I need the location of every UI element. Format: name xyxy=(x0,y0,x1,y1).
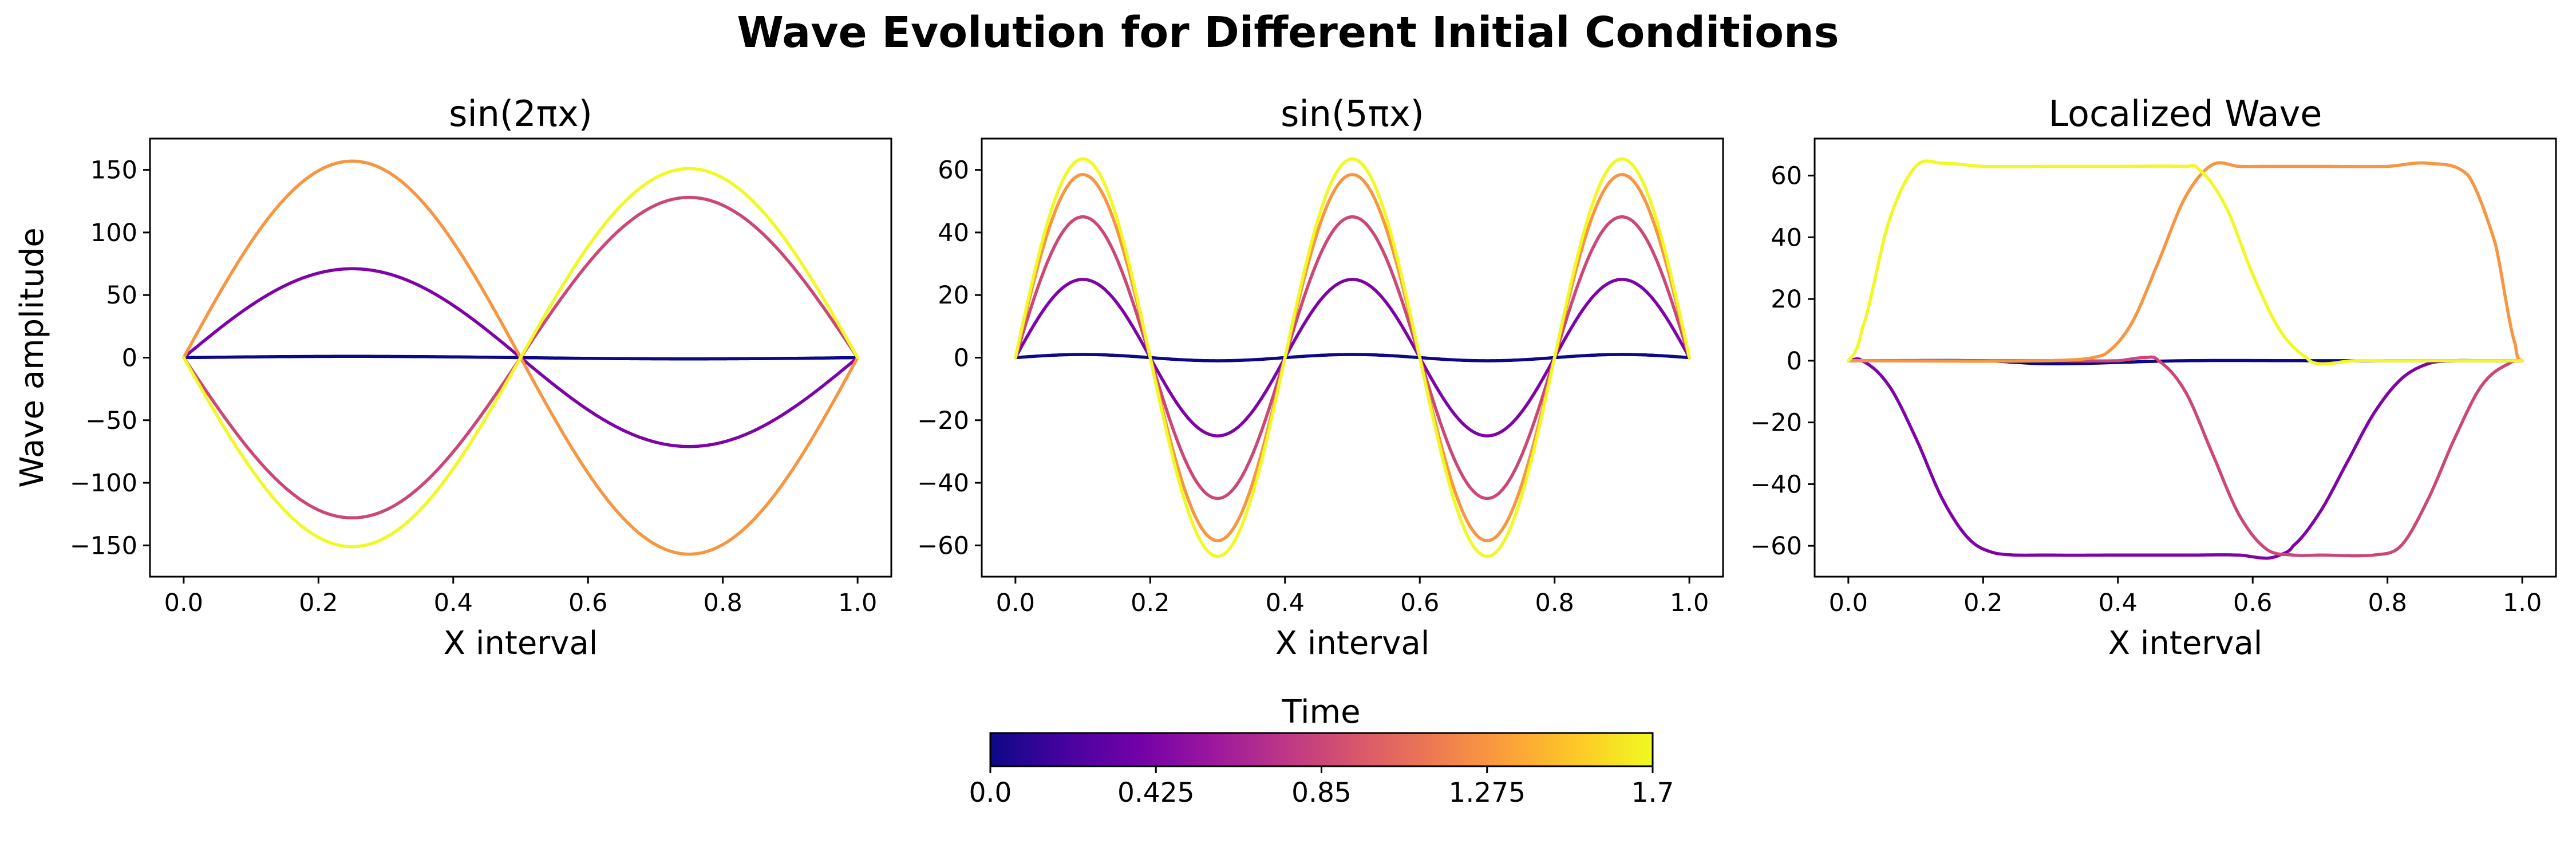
subplot-title: Localized Wave xyxy=(2049,93,2322,135)
x-tick-label: 0.8 xyxy=(2368,589,2407,617)
y-tick-label: 0 xyxy=(1787,347,1802,376)
x-axis-label: X interval xyxy=(1275,625,1430,662)
y-tick-label: −60 xyxy=(1750,532,1802,561)
x-axis-label: X interval xyxy=(444,625,598,662)
y-axis: −150 −100 −50 0 50 100 150 Wave amplitude xyxy=(14,156,150,560)
x-tick-label: 0.4 xyxy=(2099,589,2138,617)
y-tick-label: 0 xyxy=(122,344,137,373)
series-line-t0.85 xyxy=(1014,215,1691,501)
x-tick-label: 0.4 xyxy=(434,589,473,617)
y-axis: −60 −40 −20 0 20 40 60 xyxy=(917,156,982,560)
figure-title: Wave Evolution for Different Initial Con… xyxy=(737,8,1839,57)
series-group xyxy=(1847,159,2524,560)
series-line-t1.7 xyxy=(182,167,859,549)
y-tick-label: −60 xyxy=(917,531,969,560)
colorbar-tick-label: 0.0 xyxy=(969,777,1012,809)
y-tick-label: −20 xyxy=(917,407,969,435)
colorbar-tick-label: 1.275 xyxy=(1448,777,1526,809)
series-group xyxy=(1014,157,1691,558)
colorbar: Time 0.0 0.425 0.85 1.275 1.7 xyxy=(969,693,1674,809)
y-tick-label: −40 xyxy=(1750,470,1802,499)
x-tick-label: 0.0 xyxy=(1829,589,1868,617)
x-tick-label: 0.4 xyxy=(1266,589,1305,617)
y-tick-label: 40 xyxy=(1771,223,1802,252)
x-axis: 0.0 0.2 0.4 0.6 0.8 1.0 X interval xyxy=(164,577,877,662)
y-tick-label: −150 xyxy=(70,531,137,560)
y-tick-label: 20 xyxy=(938,281,969,310)
series-line-t0 xyxy=(1014,353,1691,362)
subplot-title: sin(2πx) xyxy=(449,93,592,135)
colorbar-gradient xyxy=(989,732,1654,767)
series-line-t0.85 xyxy=(1847,355,2524,558)
x-tick-label: 0.2 xyxy=(1131,589,1170,617)
plot-frame xyxy=(1814,137,2557,578)
series-line-t1.7 xyxy=(1014,157,1691,558)
x-tick-label: 0.8 xyxy=(703,589,742,617)
y-tick-label: 100 xyxy=(90,219,137,247)
subplot-title: sin(5πx) xyxy=(1281,93,1424,135)
x-axis: 0.0 0.2 0.4 0.6 0.8 1.0 X interval xyxy=(996,577,1709,662)
y-tick-label: 0 xyxy=(954,344,969,373)
y-tick-label: −100 xyxy=(70,469,137,498)
y-tick-label: −40 xyxy=(917,469,969,498)
colorbar-label: Time xyxy=(1281,693,1360,731)
x-tick-label: 1.0 xyxy=(2503,589,2542,617)
x-tick-label: 0.6 xyxy=(1400,589,1439,617)
x-tick-label: 0.6 xyxy=(568,589,607,617)
colorbar-tick-label: 0.85 xyxy=(1291,777,1352,809)
x-axis-label: X interval xyxy=(2108,625,2263,662)
y-tick-label: 60 xyxy=(938,156,969,185)
subplot-3: Localized Wave 0.0 0.2 0.4 0.6 0.8 1.0 X interv… xyxy=(1750,93,2557,662)
series-line-t1.7 xyxy=(1847,159,2524,366)
y-tick-label: 50 xyxy=(106,281,137,310)
y-axis-label: Wave amplitude xyxy=(14,227,51,487)
x-tick-label: 1.0 xyxy=(838,589,877,617)
colorbar-tick-label: 1.7 xyxy=(1631,777,1674,809)
y-tick-label: 40 xyxy=(938,219,969,247)
x-tick-label: 0.2 xyxy=(1963,589,2002,617)
subplot-1: sin(2πx) 0.0 0.2 0.4 0.6 0.8 1.0 X interval −150… xyxy=(14,93,892,662)
series-line-t0.425 xyxy=(1014,278,1691,438)
x-tick-label: 0.0 xyxy=(996,589,1035,617)
x-axis: 0.0 0.2 0.4 0.6 0.8 1.0 X interval xyxy=(1829,577,2542,662)
series-line-t0.425 xyxy=(1847,357,2524,560)
colorbar-tick-label: 0.425 xyxy=(1117,777,1195,809)
y-axis: −60 −40 −20 0 20 40 60 xyxy=(1750,162,1815,561)
plot-frame xyxy=(981,137,1724,578)
y-tick-label: 60 xyxy=(1771,162,1802,191)
x-tick-label: 0.2 xyxy=(299,589,338,617)
x-tick-label: 1.0 xyxy=(1670,589,1709,617)
series-line-t1.275 xyxy=(1014,173,1691,542)
y-tick-label: −50 xyxy=(85,407,137,435)
y-tick-label: −20 xyxy=(1750,409,1802,438)
x-tick-label: 0.8 xyxy=(1535,589,1574,617)
x-tick-label: 0.0 xyxy=(164,589,203,617)
series-group xyxy=(182,159,859,556)
series-line-t1.275 xyxy=(1847,161,2524,363)
subplot-2: sin(5πx)0.0 0.2 0.4 0.6 0.8 1.0X interval−60−… xyxy=(917,93,1724,662)
y-tick-label: 20 xyxy=(1771,285,1802,314)
y-tick-label: 150 xyxy=(90,156,137,185)
x-tick-label: 0.6 xyxy=(2233,589,2272,617)
